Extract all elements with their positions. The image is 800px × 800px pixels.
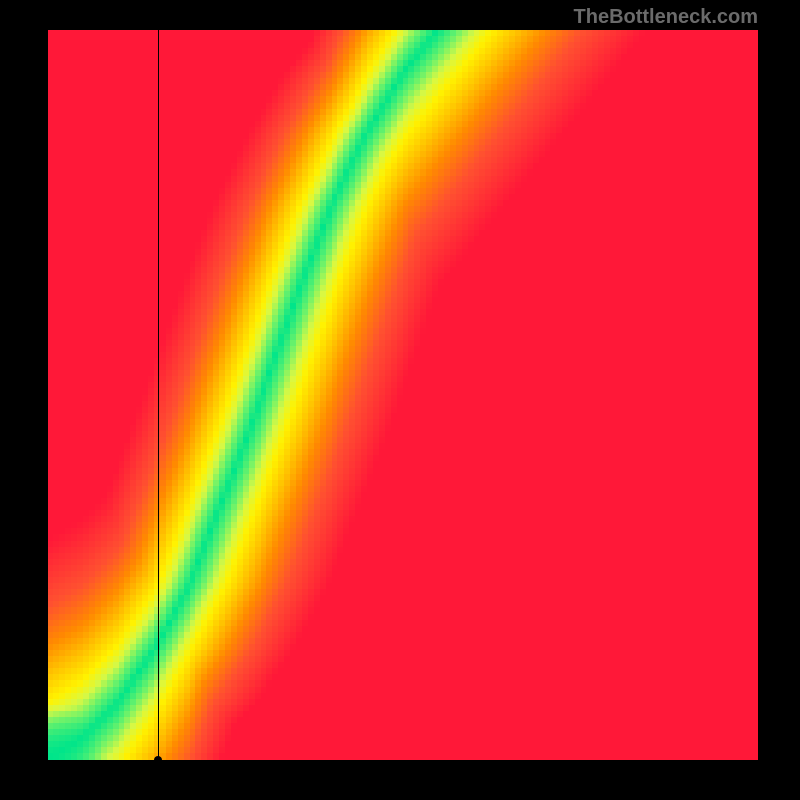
watermark-text: TheBottleneck.com <box>574 6 758 29</box>
crosshair-marker <box>154 756 162 764</box>
bottleneck-heatmap <box>48 30 758 760</box>
heatmap-canvas <box>48 30 758 760</box>
crosshair-vertical <box>158 30 159 760</box>
